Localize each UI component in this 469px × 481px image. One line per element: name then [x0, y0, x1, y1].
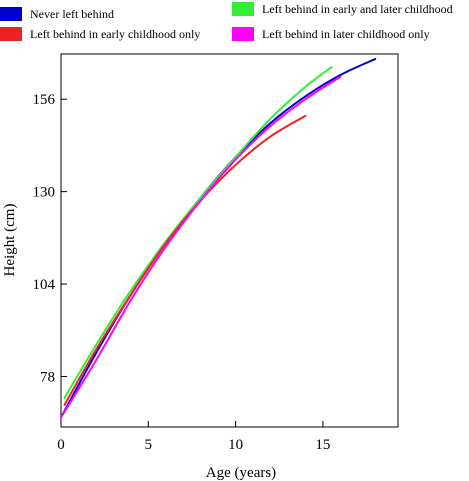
legend-swatch-never: [0, 7, 22, 21]
x-tick-label: 10: [228, 437, 243, 453]
series-never-left-behind: [61, 59, 375, 417]
legend-item-early-and-later: Left behind in early and later childhood: [232, 1, 453, 17]
legend-item-early-only: Left behind in early childhood only: [0, 26, 200, 42]
y-tick-label: 156: [33, 92, 56, 108]
legend-item-never: Never left behind: [0, 6, 114, 22]
x-axis-label: Age (years): [206, 465, 276, 481]
legend-label-early-only: Left behind in early childhood only: [30, 27, 200, 42]
x-axis: 0 5 10 15: [57, 421, 330, 453]
series-later-only: [61, 77, 340, 418]
legend-swatch-early-only: [0, 27, 22, 41]
series-early-only: [64, 116, 305, 405]
x-tick-label: 5: [145, 437, 153, 453]
x-tick-label: 15: [315, 437, 330, 453]
x-tick-label: 0: [57, 437, 65, 453]
series-layer: [61, 59, 375, 417]
plot-frame: [61, 54, 398, 427]
y-tick-label: 104: [33, 277, 56, 293]
legend-item-later-only: Left behind in later childhood only: [232, 26, 430, 42]
y-axis: 78 104 130 156: [33, 92, 68, 385]
legend-swatch-early-and-later: [232, 2, 254, 16]
legend-swatch-later-only: [232, 27, 254, 41]
series-early-and-later: [64, 67, 331, 398]
legend-label-early-and-later: Left behind in early and later childhood: [262, 2, 453, 17]
legend-label-later-only: Left behind in later childhood only: [262, 27, 430, 42]
y-axis-label: Height (cm): [2, 204, 18, 277]
legend-label-never: Never left behind: [30, 7, 114, 22]
y-tick-label: 130: [33, 185, 56, 201]
y-tick-label: 78: [40, 370, 55, 386]
